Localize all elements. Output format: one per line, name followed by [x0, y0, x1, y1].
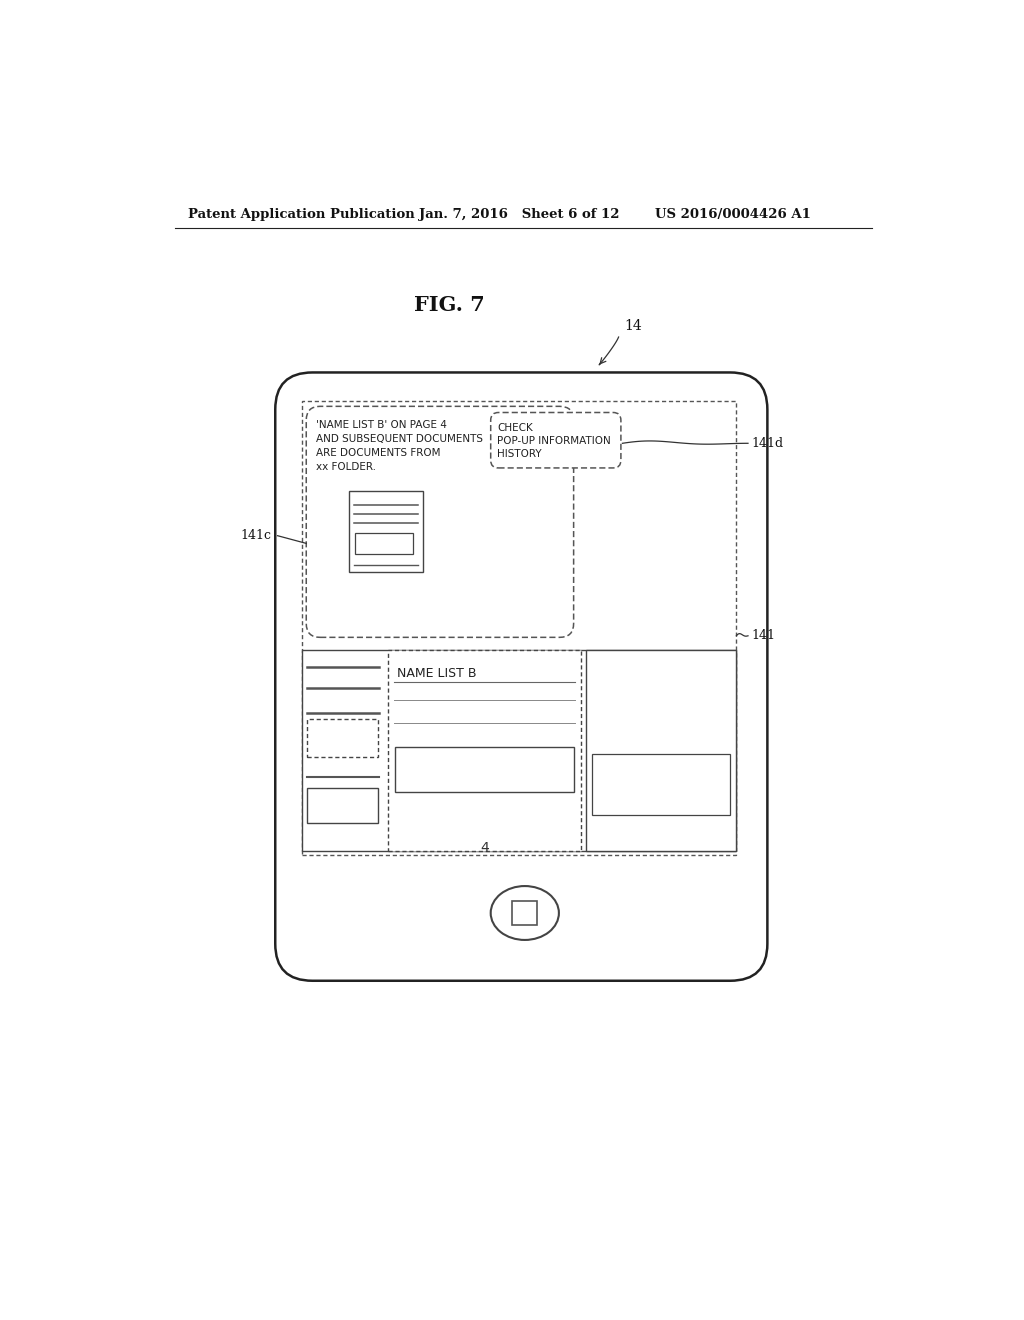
Bar — [592, 754, 730, 816]
Bar — [307, 788, 378, 822]
Text: ARE DOCUMENTS FROM: ARE DOCUMENTS FROM — [315, 447, 440, 458]
Bar — [388, 649, 582, 851]
Bar — [302, 649, 736, 851]
Text: xx FOLDER.: xx FOLDER. — [315, 462, 376, 471]
Text: 141: 141 — [752, 630, 776, 643]
Text: CHECK: CHECK — [497, 424, 532, 433]
Bar — [355, 533, 414, 554]
Bar — [302, 401, 736, 855]
Bar — [586, 649, 736, 851]
Bar — [512, 900, 538, 925]
Text: 14: 14 — [624, 319, 642, 333]
Text: 141c: 141c — [241, 529, 271, 543]
Text: 4: 4 — [480, 841, 488, 854]
Text: 'NAME LIST B' ON PAGE 4: 'NAME LIST B' ON PAGE 4 — [315, 420, 446, 430]
Text: Patent Application Publication: Patent Application Publication — [188, 209, 415, 222]
Text: FIG. 7: FIG. 7 — [415, 294, 485, 314]
Text: POP-UP INFORMATION: POP-UP INFORMATION — [497, 436, 610, 446]
FancyBboxPatch shape — [490, 412, 621, 469]
Text: US 2016/0004426 A1: US 2016/0004426 A1 — [655, 209, 811, 222]
Bar — [395, 747, 573, 792]
Text: AND SUBSEQUENT DOCUMENTS: AND SUBSEQUENT DOCUMENTS — [315, 434, 482, 444]
Bar — [349, 491, 423, 572]
FancyBboxPatch shape — [306, 407, 573, 638]
FancyBboxPatch shape — [275, 372, 767, 981]
Ellipse shape — [490, 886, 559, 940]
Bar — [307, 719, 378, 758]
Text: Jan. 7, 2016   Sheet 6 of 12: Jan. 7, 2016 Sheet 6 of 12 — [419, 209, 620, 222]
Text: HISTORY: HISTORY — [497, 449, 542, 459]
Text: 141d: 141d — [752, 437, 784, 450]
Text: NAME LIST B: NAME LIST B — [397, 667, 476, 680]
